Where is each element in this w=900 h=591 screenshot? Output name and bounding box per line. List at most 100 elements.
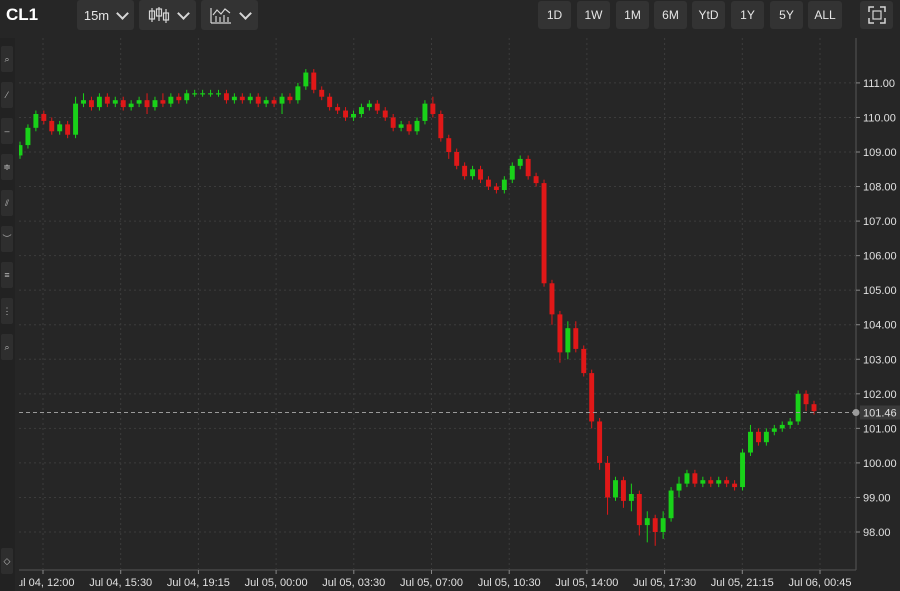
candle bbox=[462, 162, 468, 180]
candle-body bbox=[470, 169, 476, 177]
candle-body bbox=[811, 404, 817, 412]
candle-body bbox=[795, 393, 801, 422]
range-ytd-button[interactable]: YtD bbox=[692, 1, 725, 29]
horizontal-line-tool-icon[interactable]: – bbox=[1, 118, 13, 144]
candle bbox=[478, 165, 483, 184]
candle bbox=[454, 148, 460, 170]
candle-body bbox=[216, 93, 221, 95]
candle bbox=[581, 345, 587, 377]
candle bbox=[573, 321, 579, 353]
candle-body bbox=[231, 96, 237, 101]
measure-tool-icon[interactable]: ⌕ bbox=[1, 334, 13, 360]
candle bbox=[374, 100, 380, 114]
channel-tool-icon[interactable]: ≑ bbox=[1, 154, 13, 180]
range-1d-button[interactable]: 1D bbox=[538, 1, 571, 29]
candle bbox=[152, 96, 158, 111]
candle bbox=[160, 93, 166, 108]
chart-type-dropdown[interactable] bbox=[139, 0, 196, 30]
candle-body bbox=[414, 120, 420, 132]
candle bbox=[327, 93, 333, 111]
candle-body bbox=[700, 480, 706, 484]
candle-body bbox=[581, 348, 587, 374]
candle bbox=[628, 483, 634, 512]
candle bbox=[25, 124, 31, 149]
arc-tool-icon[interactable]: ︶ bbox=[1, 226, 13, 252]
candle-body bbox=[49, 120, 55, 132]
trendline-tool-icon[interactable]: ⁄ bbox=[1, 82, 13, 108]
candle-body bbox=[684, 473, 690, 484]
candle-body bbox=[136, 100, 142, 104]
interval-dropdown[interactable]: 15m bbox=[77, 0, 134, 30]
candle bbox=[287, 93, 293, 104]
chart-area[interactable]: 111.00 110.00 109.00 108.00 107.00 106.00 105.… bbox=[19, 38, 900, 589]
candle-body bbox=[748, 431, 753, 453]
candle bbox=[446, 134, 452, 159]
candle-body bbox=[192, 93, 198, 95]
candle bbox=[303, 69, 309, 90]
candle-body bbox=[208, 93, 214, 95]
candle-body bbox=[104, 96, 110, 104]
indicators-icon bbox=[209, 8, 231, 24]
range-all-button[interactable]: ALL bbox=[808, 1, 842, 29]
candle-body bbox=[509, 165, 515, 180]
range-1m-button[interactable]: 1M bbox=[616, 1, 649, 29]
fibonacci-tool-icon[interactable]: ≡ bbox=[1, 262, 13, 288]
x-axis: Jul 04, 12:00 Jul 04, 15:30 Jul 04, 19:15 J… bbox=[19, 570, 852, 589]
range-1y-button[interactable]: 1Y bbox=[731, 1, 764, 29]
candle bbox=[351, 110, 356, 121]
candle bbox=[255, 93, 261, 108]
candle bbox=[716, 476, 722, 488]
candle-body bbox=[366, 103, 372, 108]
indicators-dropdown[interactable] bbox=[201, 0, 258, 30]
candle bbox=[422, 100, 428, 125]
candle bbox=[112, 96, 118, 108]
candle-body bbox=[422, 103, 428, 121]
range-6m-button[interactable]: 6M bbox=[654, 1, 687, 29]
candle bbox=[787, 418, 793, 429]
range-1w-button[interactable]: 1W bbox=[577, 1, 610, 29]
candle-body bbox=[613, 480, 618, 498]
gann-tool-icon[interactable]: ⋮ bbox=[1, 298, 13, 324]
x-tick-label: Jul 05, 07:00 bbox=[400, 577, 463, 589]
candle bbox=[636, 490, 642, 536]
candle bbox=[644, 511, 650, 543]
candlestick-chart[interactable]: 111.00 110.00 109.00 108.00 107.00 106.00 105.… bbox=[19, 38, 900, 591]
candle-body bbox=[88, 100, 94, 108]
candle-body bbox=[398, 124, 404, 128]
candle bbox=[470, 165, 476, 180]
symbol-title: CL1 bbox=[6, 5, 39, 24]
crosshair-tool-icon[interactable]: ⌕ bbox=[1, 46, 13, 72]
candle bbox=[390, 114, 396, 132]
x-tick-label: Jul 05, 00:00 bbox=[245, 577, 308, 589]
candle bbox=[398, 120, 404, 132]
candle bbox=[755, 428, 761, 446]
pitchfork-tool-icon[interactable]: ⫽ bbox=[1, 190, 13, 216]
candle-body bbox=[184, 93, 190, 101]
candle-body bbox=[112, 100, 118, 104]
x-tick-label: Jul 04, 19:15 bbox=[167, 577, 230, 589]
candle bbox=[406, 120, 412, 135]
candle-body bbox=[303, 72, 309, 87]
candle bbox=[541, 179, 547, 287]
y-tick-label: 110.00 bbox=[863, 112, 896, 124]
candle bbox=[493, 183, 499, 194]
candle bbox=[239, 93, 245, 104]
candle bbox=[263, 96, 269, 108]
candle-body bbox=[335, 107, 341, 111]
candle-body bbox=[263, 100, 269, 104]
candle-body bbox=[287, 96, 293, 101]
candle-body bbox=[493, 186, 499, 190]
range-5y-button[interactable]: 5Y bbox=[770, 1, 803, 29]
candle-body bbox=[176, 96, 182, 101]
chevron-down-icon bbox=[176, 6, 190, 20]
fullscreen-button[interactable] bbox=[860, 1, 893, 29]
last-price-box bbox=[860, 405, 900, 420]
candle-body bbox=[716, 480, 722, 484]
candle-body bbox=[692, 473, 698, 484]
candle-body bbox=[724, 480, 730, 484]
candle bbox=[533, 172, 539, 187]
eraser-tool-icon[interactable]: ◇ bbox=[1, 548, 13, 574]
candle-body bbox=[343, 110, 349, 118]
candle bbox=[430, 96, 436, 118]
candle-body bbox=[390, 117, 396, 128]
